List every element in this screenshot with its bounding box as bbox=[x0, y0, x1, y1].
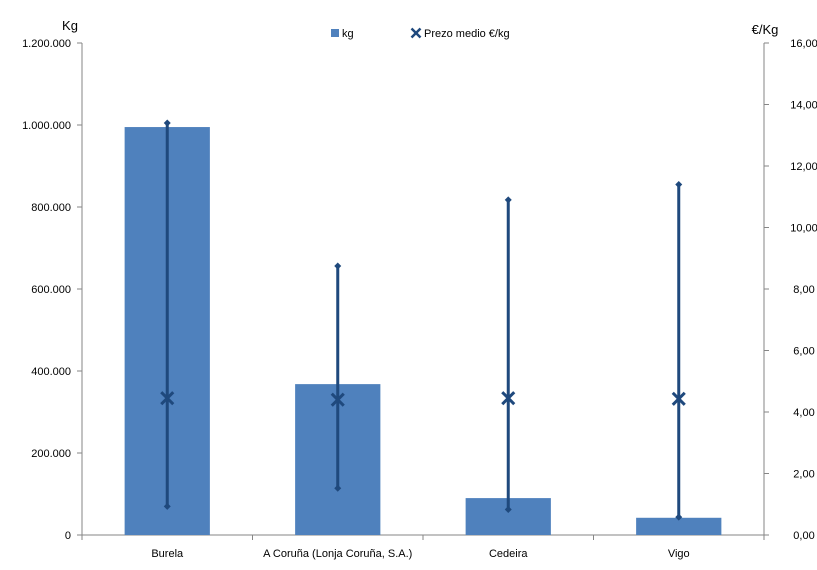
right-axis-tick-label: 12,00 bbox=[790, 161, 817, 173]
price-high-marker bbox=[504, 196, 512, 204]
x-axis-category-label: Burela bbox=[151, 548, 184, 560]
legend-x-stroke bbox=[410, 27, 422, 39]
left-axis-tick-label: 0 bbox=[65, 530, 71, 542]
price-high-marker bbox=[163, 119, 171, 127]
price-average-marker-stroke bbox=[671, 391, 686, 406]
left-axis-tick-label: 1.200.000 bbox=[22, 38, 71, 50]
left-axis-tick-label: 600.000 bbox=[31, 284, 71, 296]
left-axis-tick-label: 400.000 bbox=[31, 366, 71, 378]
legend-label-kg: kg bbox=[342, 28, 354, 40]
x-axis-category-label: Cedeira bbox=[489, 548, 528, 560]
price-average-marker bbox=[501, 391, 516, 406]
price-average-marker bbox=[160, 391, 175, 406]
right-axis-group: 0,00 2,00 4,00 6,00 8,00 10,00 12,00 14,00 16,00… bbox=[752, 22, 817, 542]
legend-swatch-kg bbox=[331, 29, 339, 37]
right-axis-tick-label: 0,00 bbox=[793, 530, 814, 542]
price-average-marker bbox=[330, 392, 345, 407]
price-high-marker bbox=[675, 180, 683, 188]
left-axis-ticks: 0 200.000 400.000 600.000 800.000 1.000.000 1.… bbox=[22, 38, 82, 542]
right-axis-tick-label: 8,00 bbox=[793, 284, 814, 296]
price-high-marker bbox=[334, 262, 342, 270]
legend-swatch-price bbox=[410, 27, 422, 39]
right-axis-tick-label: 16,00 bbox=[790, 38, 817, 50]
left-axis-label: Kg bbox=[62, 18, 78, 33]
x-axis-ticks: Burela A Coruña (Lonja Coruña, S.A.) Cedei… bbox=[81, 535, 765, 560]
legend-label-price: Prezo medio €/kg bbox=[424, 28, 510, 40]
price-low-marker bbox=[163, 502, 171, 510]
x-axis-category-label: A Coruña (Lonja Coruña, S.A.) bbox=[263, 548, 412, 560]
price-average-marker-stroke bbox=[501, 391, 516, 406]
left-axis-tick-label: 1.000.000 bbox=[22, 120, 71, 132]
right-axis-label: €/Kg bbox=[752, 22, 779, 37]
price-range-series bbox=[160, 119, 686, 521]
bar-series bbox=[124, 127, 722, 536]
price-average-marker-stroke bbox=[160, 391, 175, 406]
price-average-marker bbox=[671, 391, 686, 406]
right-axis-tick-label: 10,00 bbox=[790, 223, 817, 235]
price-low-marker bbox=[334, 484, 342, 492]
right-axis-ticks: 0,00 2,00 4,00 6,00 8,00 10,00 12,00 14,00 16,00 bbox=[764, 38, 817, 542]
right-axis-tick-label: 4,00 bbox=[793, 407, 814, 419]
left-axis-group: 0 200.000 400.000 600.000 800.000 1.000.000 1.… bbox=[22, 18, 83, 542]
price-average-marker-stroke bbox=[330, 392, 345, 407]
x-axis-category-label: Vigo bbox=[668, 548, 690, 560]
x-axis-group: Burela A Coruña (Lonja Coruña, S.A.) Cedei… bbox=[81, 534, 765, 560]
bar bbox=[636, 517, 722, 535]
left-axis-tick-label: 200.000 bbox=[31, 448, 71, 460]
left-axis-tick-label: 800.000 bbox=[31, 202, 71, 214]
right-axis-tick-label: 14,00 bbox=[790, 100, 817, 112]
price-low-marker bbox=[504, 505, 512, 513]
price-low-marker bbox=[675, 513, 683, 521]
right-axis-tick-label: 6,00 bbox=[793, 346, 814, 358]
right-axis-tick-label: 2,00 bbox=[793, 469, 814, 481]
legend: kg Prezo medio €/kg bbox=[331, 27, 510, 40]
